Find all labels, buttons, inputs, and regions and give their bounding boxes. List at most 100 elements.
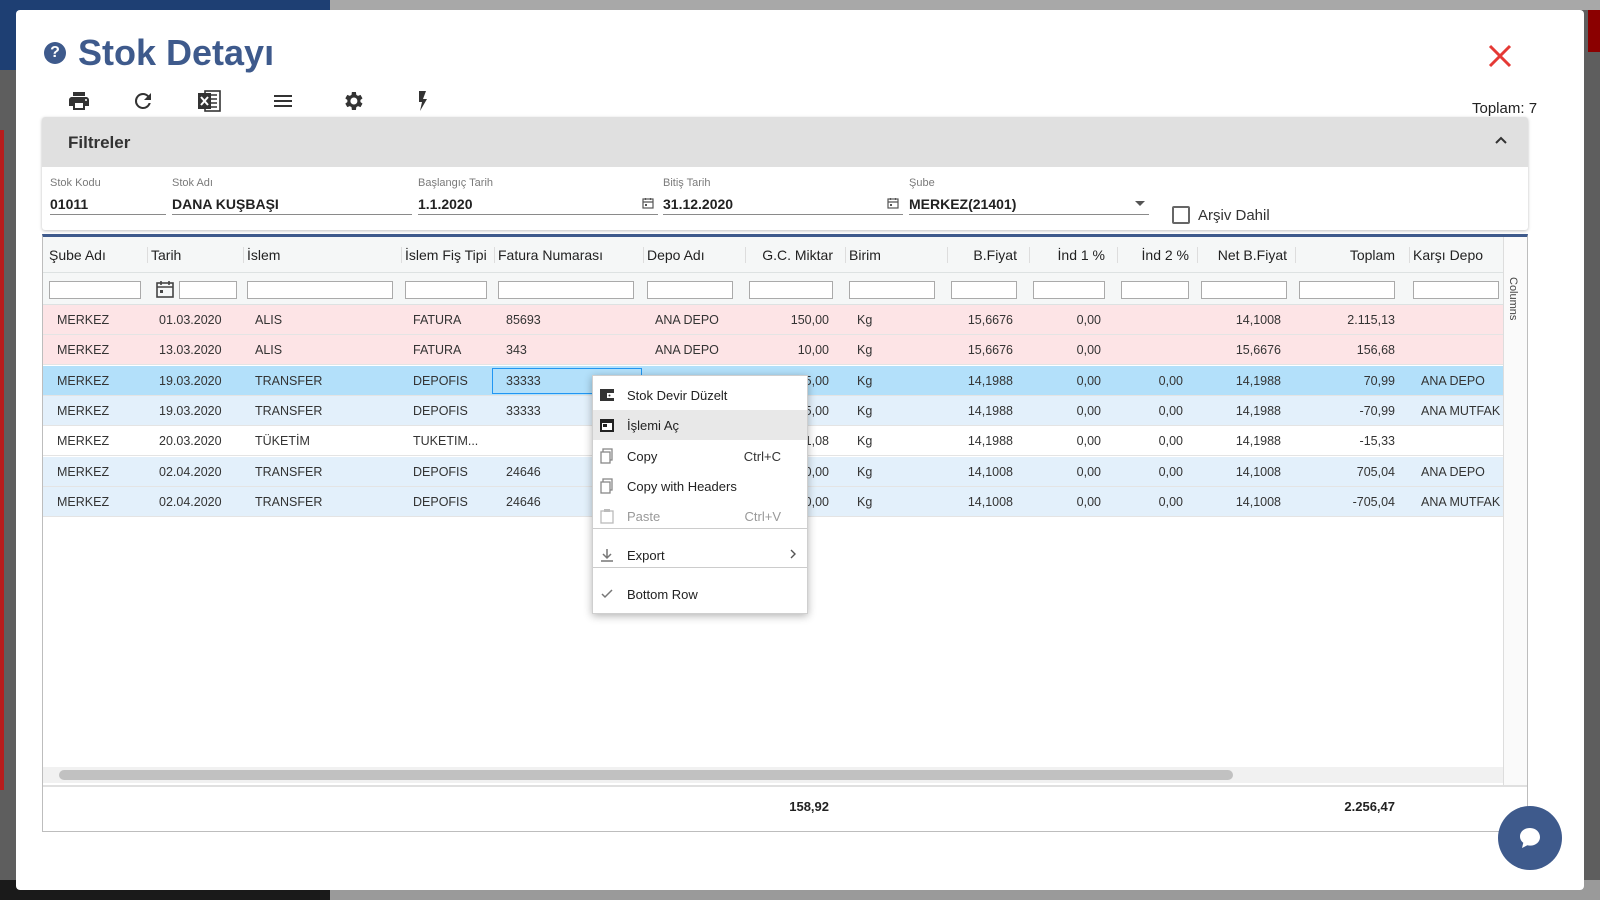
context-menu-item[interactable]: Stok Devir Düzelt	[593, 380, 807, 410]
table-cell[interactable]: 14,1008	[1235, 313, 1281, 327]
table-cell[interactable]: TRANSFER	[255, 403, 323, 418]
column-filter-input[interactable]	[1413, 281, 1499, 299]
table-cell[interactable]: 85693	[506, 313, 541, 327]
dropdown-arrow-icon[interactable]	[1135, 201, 1145, 206]
column-divider[interactable]	[947, 247, 948, 263]
table-cell[interactable]: MERKEZ	[57, 373, 110, 388]
chat-button[interactable]	[1498, 806, 1562, 870]
table-cell[interactable]: TRANSFER	[255, 464, 323, 479]
refresh-button[interactable]	[128, 86, 158, 116]
table-cell[interactable]: 150,00	[790, 313, 829, 327]
table-cell[interactable]: ANA DEPO	[1421, 373, 1485, 388]
column-header[interactable]: İnd 2 %	[1141, 247, 1189, 263]
table-cell[interactable]: 0,00	[1076, 494, 1101, 509]
column-filter-input[interactable]	[1033, 281, 1105, 299]
table-cell[interactable]: Kg	[857, 343, 873, 358]
table-cell[interactable]: 33333	[506, 373, 541, 388]
bitis-tarih-input[interactable]: 31.12.2020	[663, 189, 903, 215]
table-cell[interactable]: 343	[506, 343, 527, 358]
table-cell[interactable]: Kg	[857, 373, 873, 388]
table-cell[interactable]: 14,1008	[967, 494, 1013, 509]
table-cell[interactable]: 0,00	[1076, 373, 1101, 388]
table-cell[interactable]: 1,08	[804, 434, 829, 449]
table-cell[interactable]: MERKEZ	[57, 434, 110, 449]
context-menu-item[interactable]: Paste Ctrl+V	[593, 501, 807, 531]
table-cell[interactable]: ALIS	[255, 313, 283, 327]
stok-adi-input[interactable]: DANA KUŞBAŞI	[172, 189, 412, 215]
column-divider[interactable]	[243, 247, 244, 263]
table-cell[interactable]: FATURA	[413, 313, 462, 327]
table-cell[interactable]: 10,00	[797, 343, 829, 358]
table-cell[interactable]: 19.03.2020	[159, 403, 222, 418]
table-cell[interactable]: 70,99	[1363, 373, 1395, 388]
table-cell[interactable]: 0,00	[1158, 464, 1183, 479]
table-cell[interactable]: MERKEZ	[57, 343, 110, 358]
date-filter-calendar-icon[interactable]	[155, 279, 175, 299]
close-button[interactable]	[1482, 40, 1518, 76]
column-filter-input[interactable]	[951, 281, 1017, 299]
table-cell[interactable]: ANA DEPO	[655, 343, 719, 358]
table-cell[interactable]: 0,00	[1076, 313, 1101, 327]
table-cell[interactable]: 14,1008	[967, 464, 1013, 479]
context-menu-item[interactable]: Copy with Headers	[593, 471, 807, 501]
excel-export-button[interactable]	[194, 86, 224, 116]
help-icon[interactable]: ?	[44, 42, 66, 64]
column-header[interactable]: Birim	[849, 247, 881, 263]
table-cell[interactable]: 0,00	[1076, 403, 1101, 418]
column-divider[interactable]	[745, 247, 746, 263]
column-filter-input[interactable]	[498, 281, 634, 299]
table-cell[interactable]: 0,00	[1076, 434, 1101, 449]
table-cell[interactable]: -15,33	[1359, 434, 1395, 449]
column-divider[interactable]	[494, 247, 495, 263]
column-divider[interactable]	[147, 247, 148, 263]
table-cell[interactable]: 0,00	[1158, 434, 1183, 449]
menu-button[interactable]	[268, 86, 298, 116]
baslangic-tarih-input[interactable]: 1.1.2020	[418, 189, 658, 215]
table-cell[interactable]: 0,00	[1076, 464, 1101, 479]
print-button[interactable]	[64, 86, 94, 116]
table-cell[interactable]: Kg	[857, 313, 873, 327]
table-cell[interactable]: ALIS	[255, 343, 283, 358]
stok-kodu-input[interactable]: 01011	[50, 189, 166, 215]
table-cell[interactable]: DEPOFIS	[413, 373, 468, 388]
table-cell[interactable]: DEPOFIS	[413, 403, 468, 418]
table-cell[interactable]: MERKEZ	[57, 494, 110, 509]
table-cell[interactable]: DEPOFIS	[413, 464, 468, 479]
table-cell[interactable]: 14,1988	[1235, 403, 1281, 418]
table-cell[interactable]: 02.04.2020	[159, 464, 222, 479]
table-cell[interactable]: 14,1988	[1235, 434, 1281, 449]
table-cell[interactable]: FATURA	[413, 343, 462, 358]
arsiv-dahil-checkbox[interactable]	[1172, 206, 1190, 224]
stok-kodu-field[interactable]: Stok Kodu 01011	[50, 177, 166, 215]
baslangic-tarih-field[interactable]: Başlangıç Tarih 1.1.2020	[418, 177, 658, 215]
calendar-icon[interactable]	[887, 197, 899, 209]
table-cell[interactable]: 24646	[506, 494, 541, 509]
column-filter-input[interactable]	[749, 281, 833, 299]
column-header[interactable]: B.Fiyat	[973, 247, 1017, 263]
column-divider[interactable]	[1029, 247, 1030, 263]
table-cell[interactable]: 15,6676	[1235, 343, 1281, 358]
table-cell[interactable]: 01.03.2020	[159, 313, 222, 327]
column-filter-input[interactable]	[1299, 281, 1395, 299]
column-header[interactable]: İnd 1 %	[1057, 247, 1105, 263]
table-cell[interactable]: Kg	[857, 434, 873, 449]
bitis-tarih-field[interactable]: Bitiş Tarih 31.12.2020	[663, 177, 903, 215]
table-cell[interactable]: DEPOFIS	[413, 494, 468, 509]
table-cell[interactable]: MERKEZ	[57, 313, 110, 327]
table-cell[interactable]: -70,99	[1359, 403, 1395, 418]
table-cell[interactable]: 14,1988	[967, 403, 1013, 418]
table-cell[interactable]: 24646	[506, 464, 541, 479]
lightning-button[interactable]	[408, 86, 438, 116]
table-cell[interactable]: 0,00	[1076, 343, 1101, 358]
column-filter-input[interactable]	[405, 281, 487, 299]
columns-side-panel[interactable]: Columns	[1503, 237, 1527, 812]
column-header[interactable]: Karşı Depo	[1413, 247, 1484, 263]
table-cell[interactable]: 0,00	[1158, 373, 1183, 388]
table-cell[interactable]: 14,1988	[1235, 373, 1281, 388]
table-cell[interactable]: MERKEZ	[57, 403, 110, 418]
table-cell[interactable]: 14,1008	[1235, 464, 1281, 479]
context-menu-item[interactable]: Copy Ctrl+C	[593, 441, 807, 471]
horizontal-scrollbar[interactable]	[43, 767, 1503, 783]
column-divider[interactable]	[401, 247, 402, 263]
column-divider[interactable]	[1295, 247, 1296, 263]
